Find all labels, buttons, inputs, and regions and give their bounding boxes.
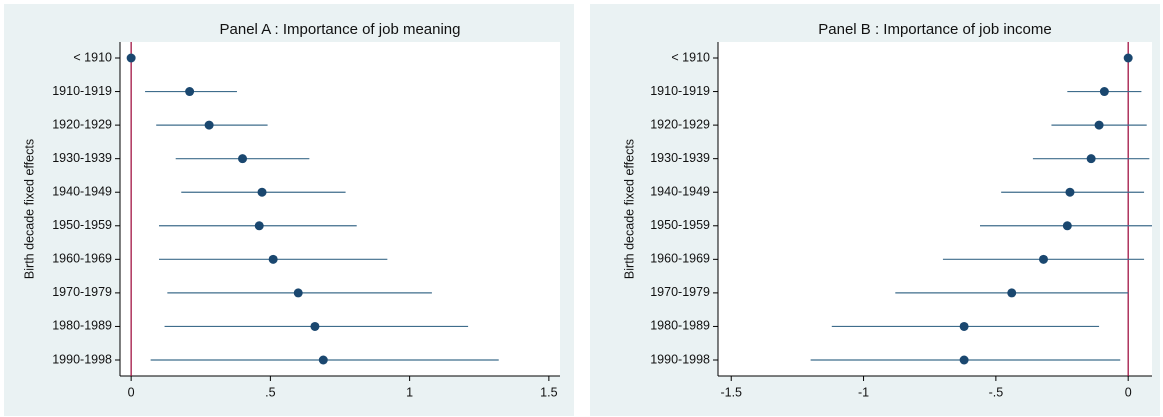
point-estimate	[1065, 187, 1075, 197]
x-tick-label: .5	[265, 385, 275, 399]
y-tick-label: 1990-1998	[650, 352, 710, 366]
y-tick-label: 1930-1939	[650, 151, 710, 165]
point-estimate	[318, 355, 328, 365]
y-tick-label: 1940-1949	[52, 185, 112, 199]
y-tick-label: 1960-1969	[650, 252, 710, 266]
y-tick-label: 1960-1969	[52, 252, 112, 266]
point-estimate	[238, 154, 248, 164]
point-estimate	[959, 321, 969, 331]
x-tick-label: 0	[128, 385, 135, 399]
y-tick-label: < 1910	[671, 50, 710, 64]
y-tick-label: 1970-1979	[52, 285, 112, 299]
y-tick-label: 1930-1939	[52, 151, 112, 165]
chart-title: Panel B : Importance of job income	[818, 21, 1051, 38]
y-tick-label: 1980-1989	[52, 319, 112, 333]
point-estimate	[204, 120, 214, 130]
point-estimate	[1123, 53, 1133, 63]
y-tick-label: 1970-1979	[650, 285, 710, 299]
point-estimate	[268, 254, 278, 264]
point-estimate	[257, 187, 267, 197]
y-axis-label: Birth decade fixed effects	[22, 139, 36, 279]
point-estimate	[254, 221, 264, 231]
point-estimate	[1086, 154, 1096, 164]
point-estimate	[1094, 120, 1104, 130]
plot-area	[718, 42, 1152, 376]
point-estimate	[126, 53, 136, 63]
y-tick-label: 1950-1959	[650, 218, 710, 232]
y-tick-label: 1920-1929	[52, 117, 112, 131]
x-tick-label: 1	[406, 385, 413, 399]
x-tick-label: -1.5	[720, 385, 742, 399]
y-tick-label: < 1910	[73, 50, 112, 64]
chart-title: Panel A : Importance of job meaning	[220, 21, 461, 38]
point-estimate	[310, 321, 320, 331]
y-tick-label: 1940-1949	[650, 185, 710, 199]
point-estimate	[1062, 221, 1072, 231]
plot-area	[120, 42, 560, 376]
y-tick-label: 1920-1929	[650, 117, 710, 131]
point-estimate	[959, 355, 969, 365]
point-estimate	[1007, 288, 1017, 298]
y-tick-label: 1910-1919	[52, 84, 112, 98]
y-tick-label: 1980-1989	[650, 319, 710, 333]
x-tick-label: 1.5	[540, 385, 557, 399]
point-estimate	[1039, 254, 1048, 264]
x-tick-label: -.5	[989, 385, 1004, 399]
point-estimate	[293, 288, 303, 298]
y-tick-label: 1950-1959	[52, 218, 112, 232]
y-tick-label: 1990-1998	[52, 352, 112, 366]
x-tick-label: -1	[858, 385, 869, 399]
y-tick-label: 1910-1919	[650, 84, 710, 98]
point-estimate	[1099, 87, 1109, 97]
x-tick-label: 0	[1125, 385, 1132, 399]
y-axis-label: Birth decade fixed effects	[622, 139, 636, 279]
point-estimate	[185, 87, 195, 97]
